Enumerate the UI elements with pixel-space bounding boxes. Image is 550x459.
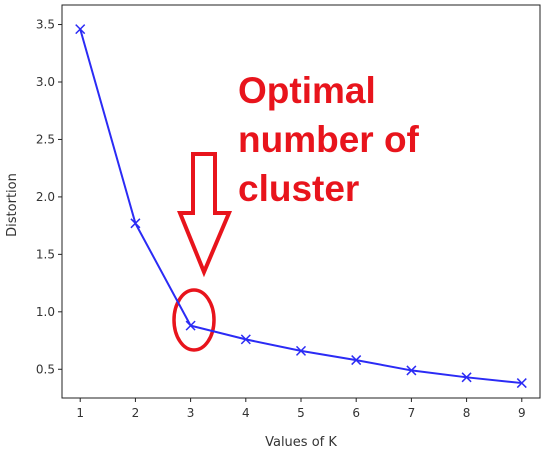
marker: [295, 345, 307, 356]
y-axis-label: Distortion: [5, 173, 20, 237]
x-tick-label: 8: [463, 406, 471, 420]
annotation-line: Optimal: [238, 70, 376, 111]
marker-stroke: [75, 24, 86, 35]
x-axis-label: Values of K: [265, 435, 337, 450]
y-tick-label: 3.0: [36, 75, 55, 89]
y-tick-label: 3.5: [36, 18, 55, 32]
x-tick-label: 5: [297, 406, 305, 420]
marker: [185, 320, 196, 331]
marker: [130, 218, 141, 229]
marker-stroke: [351, 355, 362, 366]
x-tick-label: 1: [76, 406, 84, 420]
y-tick-label: 0.5: [36, 362, 55, 376]
marker-stroke: [185, 320, 196, 331]
highlight-circle: [172, 288, 216, 352]
marker-stroke: [461, 372, 472, 383]
y-tick-label: 1.5: [36, 247, 55, 261]
marker-stroke: [295, 345, 307, 356]
x-tick-label: 4: [242, 406, 250, 420]
y-tick-label: 2.5: [36, 132, 55, 146]
marker-stroke: [240, 334, 251, 345]
marker: [461, 372, 472, 383]
marker-stroke: [406, 365, 417, 376]
marker: [75, 24, 86, 35]
y-tick-label: 2.0: [36, 190, 55, 204]
marker: [351, 355, 362, 366]
marker: [516, 378, 527, 389]
marker: [406, 365, 417, 376]
x-tick-label: 2: [132, 406, 140, 420]
x-tick-label: 9: [518, 406, 526, 420]
annotation-line: cluster: [238, 168, 359, 209]
annotation-line: number of: [238, 119, 420, 160]
x-tick-label: 3: [187, 406, 195, 420]
marker-stroke: [130, 218, 141, 229]
y-tick-label: 1.0: [36, 305, 55, 319]
marker: [240, 334, 251, 345]
x-tick-label: 7: [408, 406, 416, 420]
x-tick-label: 6: [352, 406, 360, 420]
marker-stroke: [516, 378, 527, 389]
arrow: [177, 152, 233, 278]
